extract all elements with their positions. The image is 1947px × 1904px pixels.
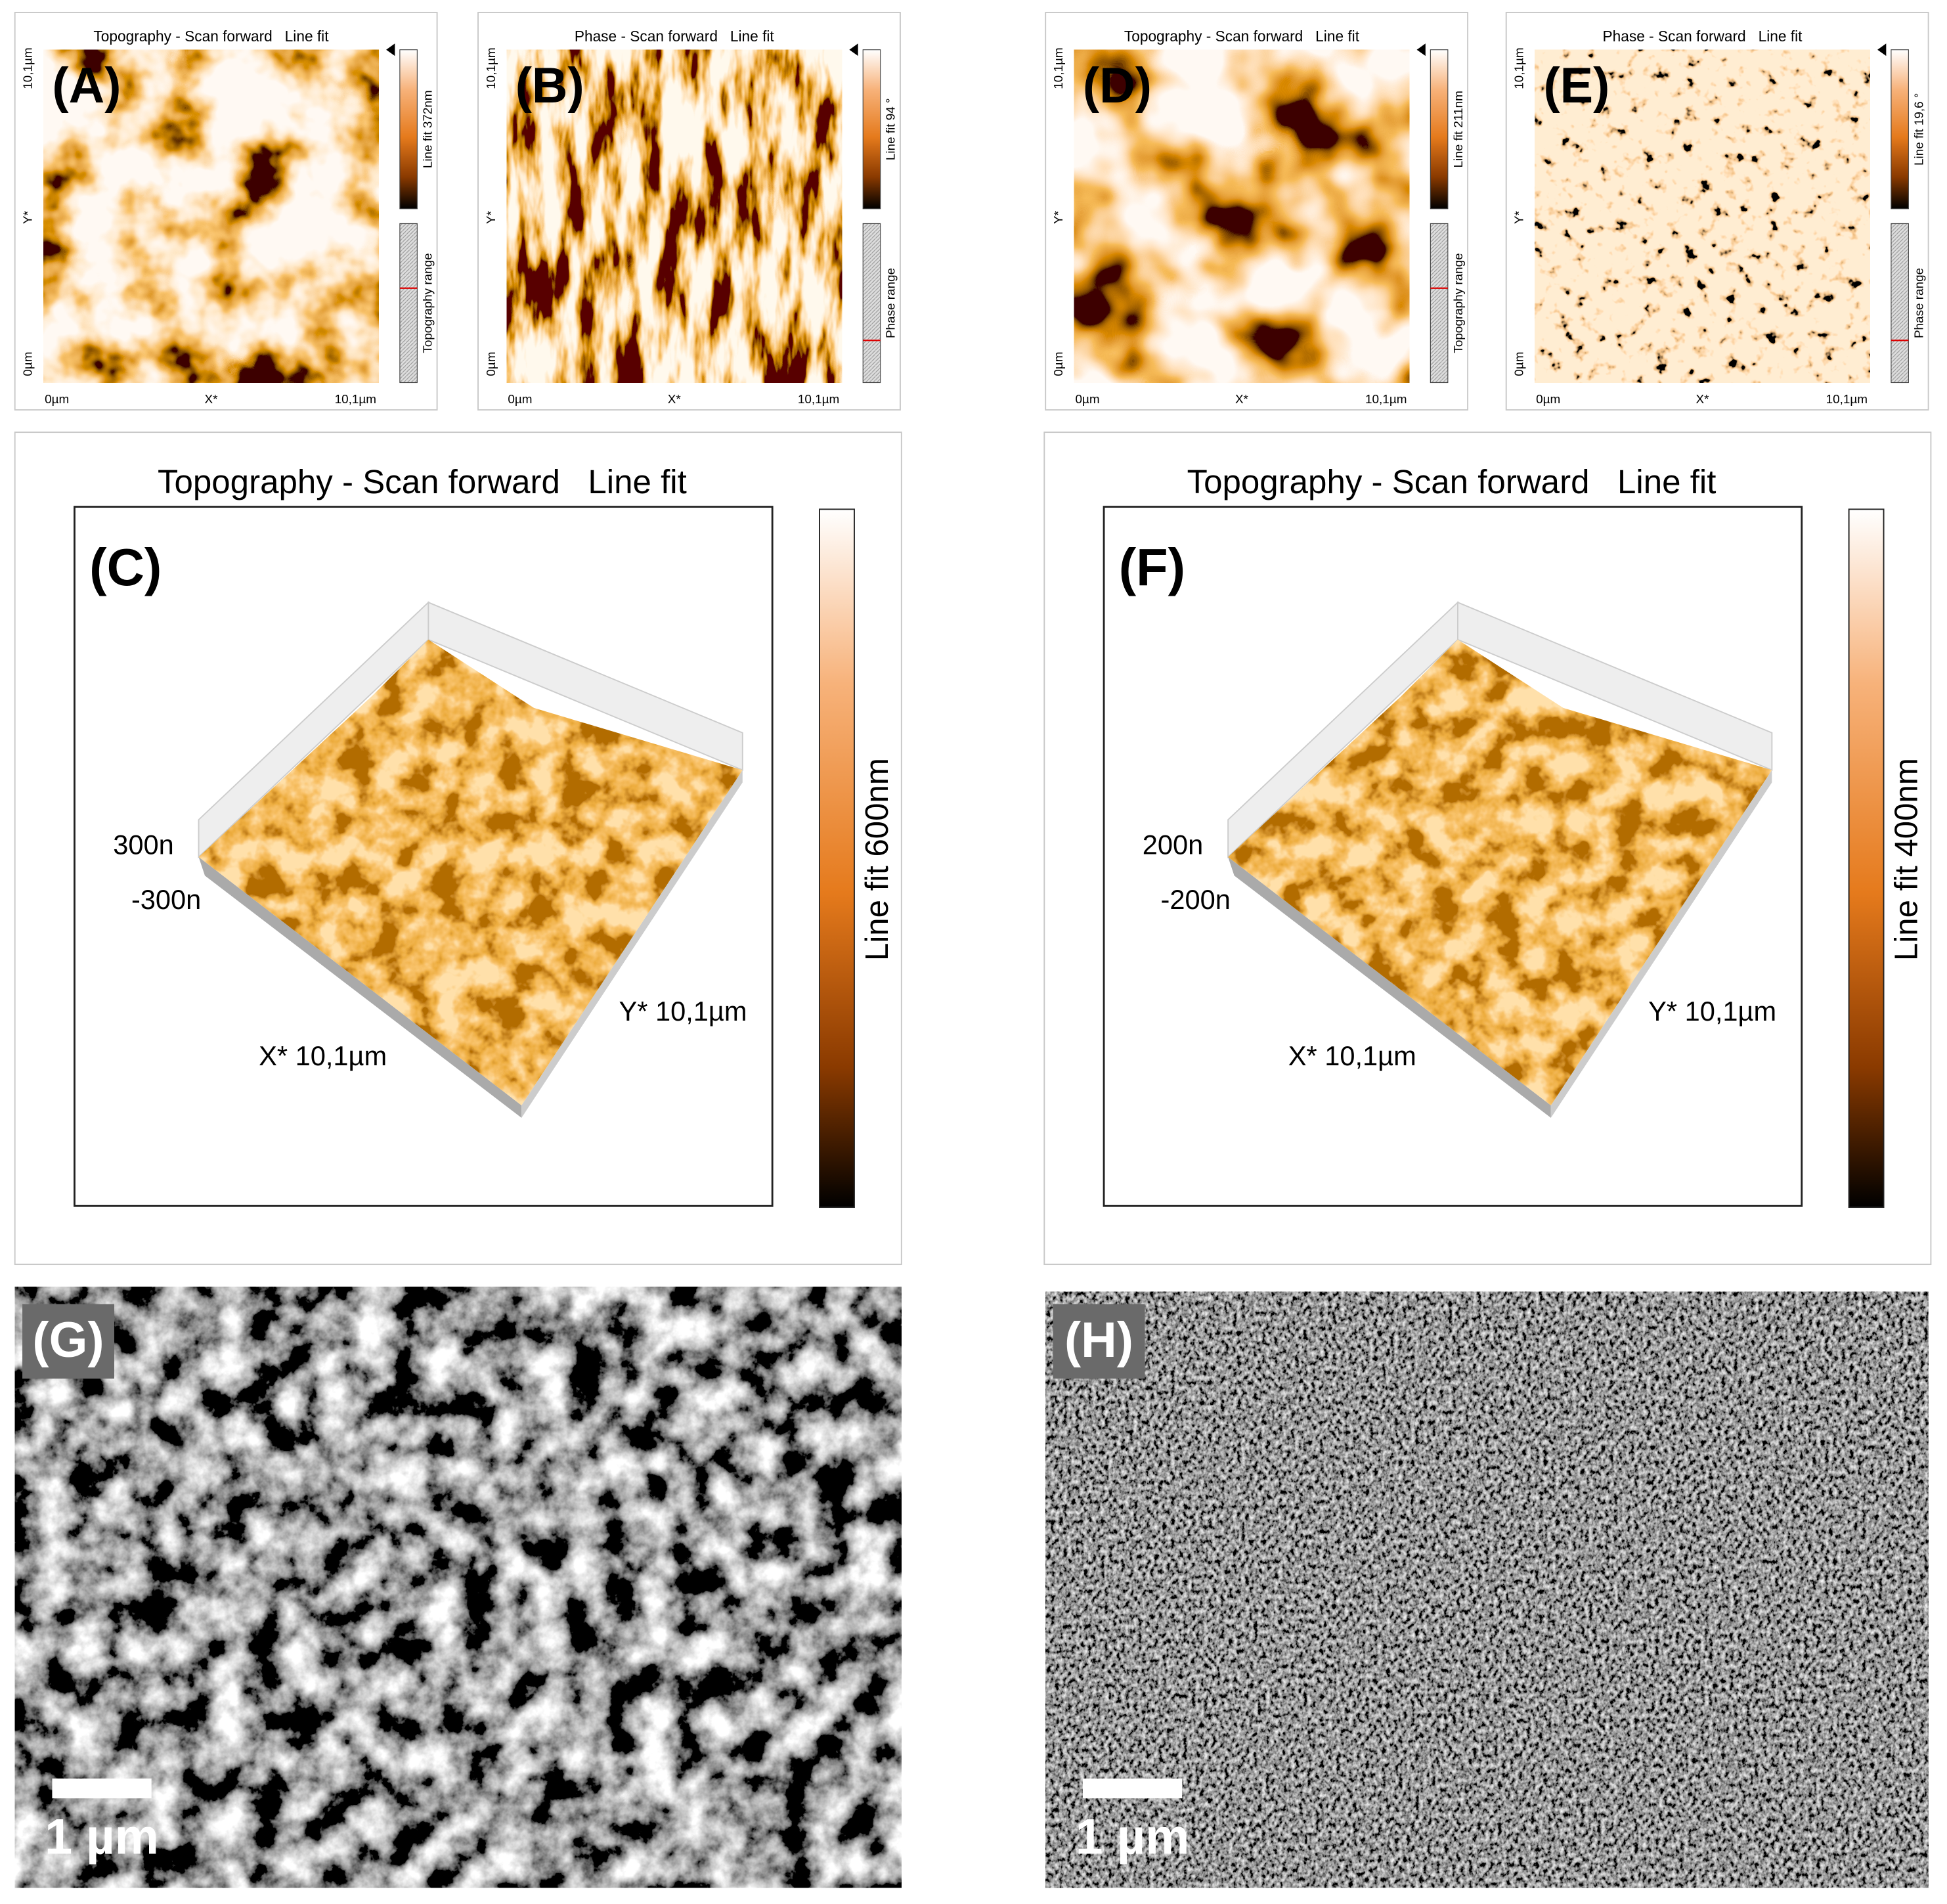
x-axis-label: X* — [668, 393, 682, 407]
colorbar — [819, 508, 855, 1208]
x-axis-label: X* — [1696, 393, 1710, 407]
range-bar — [1430, 223, 1449, 384]
x-axis-label: 0µm — [45, 393, 69, 407]
scale-label: 1 µm — [45, 1809, 159, 1865]
panel-title: Phase - Scan forward Line fit — [1603, 28, 1803, 45]
panel-title: Topography - Scan forward Line fit — [158, 463, 687, 500]
label-box — [22, 1304, 114, 1379]
colorbar — [1430, 49, 1449, 210]
x-axis-label: 10,1µm — [1826, 393, 1868, 407]
colorbar-label: Line fit 600nm — [859, 758, 895, 961]
y-axis-label: Y* — [485, 210, 498, 224]
y-axis-label: Y* — [21, 210, 35, 224]
x-axis-label: 10,1µm — [1365, 393, 1407, 407]
panel-title: Topography - Scan forward Line fit — [93, 28, 329, 45]
panel-label: (C) — [89, 538, 162, 596]
y-axis-label: 0µm — [485, 352, 498, 376]
x-axis-label: 0µm — [1536, 393, 1560, 407]
panel-label: (A) — [52, 58, 121, 114]
range-bar — [862, 223, 881, 384]
marker — [386, 43, 395, 56]
colorbar-label: Line fit 94 ° — [885, 98, 898, 160]
side-wall — [198, 856, 522, 1118]
panel-label: (D) — [1083, 58, 1152, 114]
x-axis-label: 0µm — [508, 393, 532, 407]
scale-label: 1 µm — [1076, 1809, 1190, 1865]
y-axis-label: 0µm — [1513, 352, 1527, 376]
z-axis-label: -300n — [131, 884, 201, 915]
z-axis-label: 300n — [113, 830, 174, 860]
y-axis-label: Y* 10,1µm — [1648, 996, 1776, 1027]
colorbar-label: Line fit 400nm — [1888, 758, 1924, 961]
colorbar-label: Line fit 19,6 ° — [1912, 93, 1926, 166]
panel-title: Topography - Scan forward Line fit — [1124, 28, 1360, 45]
afm-image — [1074, 49, 1410, 383]
y-axis-label: Y* — [1513, 210, 1527, 224]
y-axis-label: 0µm — [1052, 352, 1066, 376]
x-axis-label: X* — [1235, 393, 1249, 407]
y-axis-label: 0µm — [21, 352, 35, 376]
scale-bar — [1082, 1778, 1183, 1799]
range-label: Phase range — [1912, 268, 1926, 338]
sem-image — [1045, 1291, 1929, 1888]
side-wall — [1228, 856, 1551, 1118]
range-label: Topography range — [1452, 253, 1466, 353]
panel-label: (H) — [1064, 1313, 1133, 1368]
colorbar — [1891, 49, 1909, 210]
y-axis-label: 10,1µm — [21, 47, 35, 89]
afm-image — [1535, 49, 1870, 383]
range-label: Topography range — [421, 253, 435, 353]
label-box — [1053, 1304, 1145, 1379]
y-axis-label: 10,1µm — [1052, 47, 1066, 89]
scale-bar — [52, 1778, 152, 1799]
x-axis-label: 10,1µm — [335, 393, 376, 407]
x-axis-label: X* 10,1µm — [1288, 1040, 1416, 1071]
y-axis-label: 10,1µm — [1513, 47, 1527, 89]
x-axis-label: X* 10,1µm — [259, 1040, 387, 1071]
marker — [1416, 43, 1426, 56]
range-bar — [1891, 223, 1909, 384]
panel-title: Topography - Scan forward Line fit — [1187, 463, 1717, 500]
panel-label: (E) — [1543, 58, 1609, 114]
y-axis-label: Y* 10,1µm — [619, 996, 747, 1027]
sem-image — [14, 1287, 902, 1888]
back-wall — [1457, 601, 1773, 771]
surface-3d — [198, 639, 743, 1106]
x-axis-label: 10,1µm — [798, 393, 839, 407]
marker — [1877, 43, 1887, 56]
back-wall — [427, 601, 743, 771]
range-label: Phase range — [885, 268, 898, 338]
x-axis-label: X* — [204, 393, 218, 407]
colorbar — [862, 49, 881, 210]
panel-title: Phase - Scan forward Line fit — [575, 28, 775, 45]
surface-3d — [1228, 639, 1772, 1106]
afm-image — [506, 49, 842, 383]
side-wall — [1550, 770, 1772, 1118]
marker — [849, 43, 858, 56]
colorbar — [1848, 508, 1885, 1208]
side-wall — [521, 770, 743, 1118]
colorbar-label: Line fit 211nm — [1452, 91, 1466, 167]
panel-label: (F) — [1119, 538, 1185, 596]
z-axis-label: 200n — [1143, 830, 1204, 860]
colorbar-label: Line fit 372nm — [421, 90, 435, 168]
range-bar — [399, 223, 418, 384]
y-axis-label: Y* — [1052, 210, 1066, 224]
y-axis-label: 10,1µm — [485, 47, 498, 89]
x-axis-label: 0µm — [1076, 393, 1100, 407]
afm-image — [43, 49, 379, 383]
colorbar — [399, 49, 418, 210]
panel-label: (B) — [515, 58, 584, 114]
z-axis-label: -200n — [1161, 884, 1231, 915]
panel-label: (G) — [32, 1313, 104, 1368]
